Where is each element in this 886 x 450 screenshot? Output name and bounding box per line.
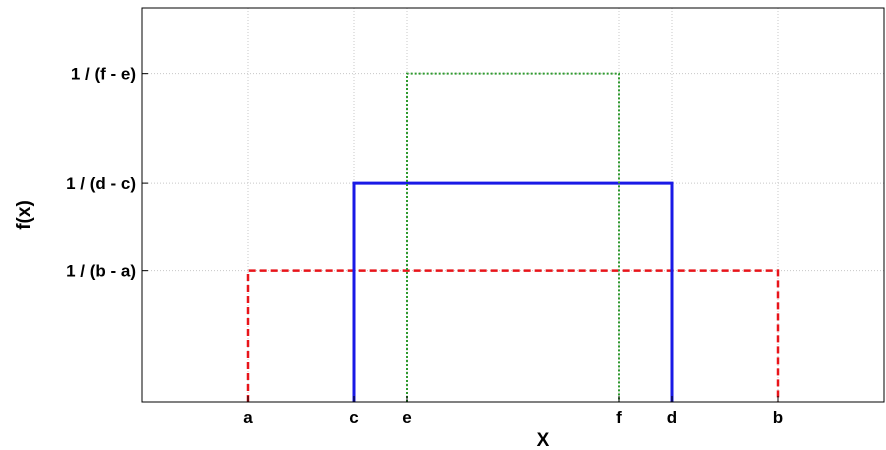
series-line-dashed — [246, 269, 780, 402]
series-group — [246, 72, 780, 402]
x-tick-label: d — [667, 408, 677, 427]
series-line-solid — [352, 181, 674, 402]
tick-labels: a c e f d b 1 / (b - a) 1 / (d - c) 1 / (f - e) — [66, 65, 783, 427]
x-axis-label: X — [537, 430, 550, 450]
grid — [142, 8, 884, 402]
x-tick-label: a — [243, 408, 253, 427]
y-tick-label: 1 / (d - c) — [66, 174, 136, 193]
y-tick-label: 1 / (b - a) — [66, 262, 136, 281]
plot-frame — [141, 7, 885, 403]
x-tick-label: e — [402, 408, 411, 427]
y-axis-label: f(x) — [14, 200, 35, 230]
series-line-dotted — [406, 72, 620, 402]
x-tick-label: c — [349, 408, 358, 427]
x-tick-label: b — [773, 408, 783, 427]
y-tick-label: 1 / (f - e) — [71, 65, 136, 84]
x-tick-label: f — [616, 408, 622, 427]
